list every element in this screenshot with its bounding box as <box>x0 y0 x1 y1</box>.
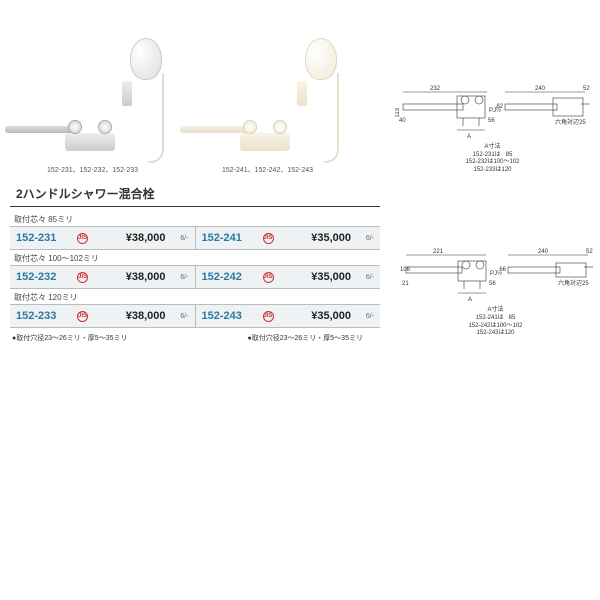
svg-text:40: 40 <box>399 118 406 124</box>
svg-text:106: 106 <box>400 267 411 273</box>
unit-value: 6/- <box>356 274 374 281</box>
spec-table: 取付芯々 85ミリ 152-231 JIS ¥38,000 6/- 152-24… <box>10 211 380 348</box>
jis-mark-icon: JIS <box>263 233 274 244</box>
footnote-right: ●取付穴径23～26ミリ・厚5～35ミリ <box>247 333 362 343</box>
footnote-row: ●取付穴径23～26ミリ・厚5～35ミリ ●取付穴径23～26ミリ・厚5～35ミ… <box>10 328 380 348</box>
svg-text:52.5: 52.5 <box>586 249 593 255</box>
product-images-row: 152-231、152-232、152-233 152-241、152-242、… <box>10 30 590 175</box>
price-value: ¥38,000 <box>93 232 166 244</box>
price-cell: 152-231 JIS ¥38,000 6/- <box>10 227 196 249</box>
diagram-svg-top: 232 113 40 PJ½ 56 A 240 52.5 82 六角対辺25 <box>395 82 590 142</box>
price-cell: 152-232 JIS ¥38,000 6/- <box>10 266 196 288</box>
svg-text:A: A <box>467 134 471 140</box>
sku-link[interactable]: 152-232 <box>16 271 72 283</box>
svg-text:232: 232 <box>430 86 441 92</box>
price-cell: 152-243 JIS ¥35,000 6/- <box>196 305 381 327</box>
tech-diagram-top: 232 113 40 PJ½ 56 A 240 52.5 82 六角対辺25 A… <box>395 82 590 175</box>
diagram-note-bottom: A寸法 152-241は 85 152-242は100～102 152-243は… <box>398 307 593 338</box>
svg-text:56: 56 <box>488 118 495 124</box>
unit-value: 6/- <box>171 235 189 242</box>
jis-mark-icon: JIS <box>77 272 88 283</box>
product-right: 152-241、152-242、152-243 <box>185 33 350 175</box>
price-row: 152-231 JIS ¥38,000 6/- 152-241 JIS ¥35,… <box>10 227 380 250</box>
footnote-left: ●取付穴径23～26ミリ・厚5～35ミリ <box>12 333 127 343</box>
price-value: ¥38,000 <box>93 310 166 322</box>
sku-link[interactable]: 152-241 <box>202 232 258 244</box>
tech-diagram-bottom: 221 106 21 PJ½ 56 A 240 52.5 66 六角対辺25 A… <box>398 245 593 338</box>
jis-mark-icon: JIS <box>263 272 274 283</box>
svg-text:221: 221 <box>433 249 444 255</box>
sku-link[interactable]: 152-242 <box>202 271 258 283</box>
svg-text:240: 240 <box>538 249 549 255</box>
tech-diagram-bottom-wrap: 221 106 21 PJ½ 56 A 240 52.5 66 六角対辺25 A… <box>398 245 593 338</box>
sku-link[interactable]: 152-243 <box>202 310 258 322</box>
diagram-svg-bottom: 221 106 21 PJ½ 56 A 240 52.5 66 六角対辺25 <box>398 245 593 305</box>
spec-group-0: 取付芯々 85ミリ 152-231 JIS ¥38,000 6/- 152-24… <box>10 211 380 250</box>
jis-mark-icon: JIS <box>77 311 88 322</box>
price-value: ¥35,000 <box>279 271 352 283</box>
price-cell: 152-241 JIS ¥35,000 6/- <box>196 227 381 249</box>
sku-link[interactable]: 152-231 <box>16 232 72 244</box>
svg-text:52.5: 52.5 <box>583 86 590 92</box>
price-cell: 152-242 JIS ¥35,000 6/- <box>196 266 381 288</box>
product-left: 152-231、152-232、152-233 <box>10 33 175 175</box>
svg-text:240: 240 <box>535 86 546 92</box>
spec-group-1: 取付芯々 100～102ミリ 152-232 JIS ¥38,000 6/- 1… <box>10 250 380 289</box>
price-value: ¥35,000 <box>279 310 352 322</box>
diagram-note-top: A寸法 152-231は 85 152-232は100～102 152-233は… <box>395 144 590 175</box>
unit-value: 6/- <box>171 274 189 281</box>
product-image-cream <box>185 33 350 163</box>
price-value: ¥35,000 <box>279 232 352 244</box>
sku-link[interactable]: 152-233 <box>16 310 72 322</box>
caption-left: 152-231、152-232、152-233 <box>47 165 138 175</box>
svg-text:21: 21 <box>402 281 409 287</box>
tech-diagrams: 232 113 40 PJ½ 56 A 240 52.5 82 六角対辺25 A… <box>395 82 590 175</box>
svg-text:56: 56 <box>489 281 496 287</box>
spec-label: 取付芯々 120ミリ <box>10 289 380 305</box>
svg-text:82: 82 <box>496 104 503 110</box>
svg-text:六角対辺25: 六角対辺25 <box>555 118 586 126</box>
spec-label: 取付芯々 85ミリ <box>10 211 380 227</box>
product-image-chrome <box>10 33 175 163</box>
product-title: 2ハンドルシャワー混合栓 <box>10 181 380 207</box>
jis-mark-icon: JIS <box>263 311 274 322</box>
price-row: 152-232 JIS ¥38,000 6/- 152-242 JIS ¥35,… <box>10 266 380 289</box>
caption-right: 152-241、152-242、152-243 <box>222 165 313 175</box>
spec-group-2: 取付芯々 120ミリ 152-233 JIS ¥38,000 6/- 152-2… <box>10 289 380 328</box>
price-cell: 152-233 JIS ¥38,000 6/- <box>10 305 196 327</box>
svg-text:A: A <box>468 297 472 303</box>
unit-value: 6/- <box>171 313 189 320</box>
unit-value: 6/- <box>356 313 374 320</box>
unit-value: 6/- <box>356 235 374 242</box>
jis-mark-icon: JIS <box>77 233 88 244</box>
spec-label: 取付芯々 100～102ミリ <box>10 250 380 266</box>
svg-text:66: 66 <box>499 267 506 273</box>
svg-text:六角対辺25: 六角対辺25 <box>558 279 589 287</box>
price-value: ¥38,000 <box>93 271 166 283</box>
price-row: 152-233 JIS ¥38,000 6/- 152-243 JIS ¥35,… <box>10 305 380 328</box>
svg-text:113: 113 <box>395 107 401 117</box>
